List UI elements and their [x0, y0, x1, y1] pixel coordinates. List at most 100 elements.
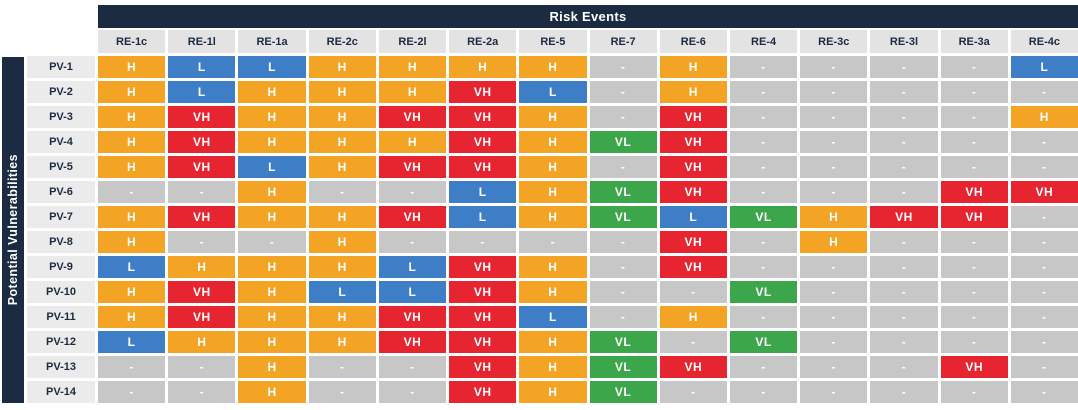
matrix-cell: H: [308, 256, 376, 278]
matrix-cell: -: [800, 106, 868, 128]
column-header-re-3l: RE-3l: [870, 30, 938, 53]
matrix-cell: H: [519, 356, 587, 378]
matrix-cell: L: [659, 206, 727, 228]
matrix-cell: -: [519, 231, 587, 253]
matrix-cell: -: [168, 231, 236, 253]
matrix-cell: H: [238, 306, 306, 328]
matrix-cell: H: [519, 256, 587, 278]
column-header-re-2l: RE-2l: [378, 30, 447, 53]
matrix-cell: -: [729, 256, 798, 278]
matrix-cell: H: [238, 256, 306, 278]
matrix-cell: L: [449, 206, 517, 228]
matrix-cell: H: [659, 306, 727, 328]
matrix-cell: -: [378, 181, 447, 203]
matrix-cell: VH: [449, 281, 517, 303]
matrix-cell: H: [378, 56, 447, 78]
matrix-cell: VL: [729, 206, 798, 228]
matrix-cell: VL: [589, 206, 657, 228]
matrix-cell: VH: [449, 156, 517, 178]
risk-heatmap-grid: RE-1c RE-1l RE-1a RE-2c RE-2l RE-2a RE-5 RE-7 RE…: [27, 30, 1078, 403]
matrix-cell: -: [589, 56, 657, 78]
matrix-cell: H: [449, 56, 517, 78]
matrix-cell: -: [1010, 156, 1078, 178]
matrix-cell: VH: [168, 281, 236, 303]
matrix-cell: H: [308, 156, 376, 178]
matrix-cell: VH: [659, 356, 727, 378]
matrix-cell: VH: [940, 356, 1008, 378]
matrix-cell: VL: [729, 281, 798, 303]
matrix-cell: VH: [659, 181, 727, 203]
matrix-cell: VH: [449, 381, 517, 403]
matrix-cell: -: [800, 81, 868, 103]
matrix-cell: L: [378, 281, 447, 303]
matrix-cell: -: [1010, 306, 1078, 328]
matrix-cell: VH: [449, 106, 517, 128]
matrix-cell: H: [378, 81, 447, 103]
matrix-cell: -: [589, 106, 657, 128]
matrix-cell: L: [238, 156, 306, 178]
matrix-cell: -: [800, 181, 868, 203]
matrix-cell: H: [308, 81, 376, 103]
matrix-cell: VH: [168, 106, 236, 128]
matrix-cell: -: [729, 56, 798, 78]
matrix-cell: H: [238, 356, 306, 378]
matrix-cell: -: [729, 356, 798, 378]
matrix-cell: -: [589, 256, 657, 278]
matrix-cell: VL: [589, 356, 657, 378]
matrix-cell: H: [308, 306, 376, 328]
column-header-re-7: RE-7: [589, 30, 657, 53]
matrix-cell: VH: [168, 306, 236, 328]
column-header-re-5: RE-5: [519, 30, 587, 53]
matrix-cell: H: [519, 156, 587, 178]
matrix-cell: VH: [1010, 181, 1078, 203]
matrix-cell: H: [98, 281, 166, 303]
matrix-cell: -: [729, 231, 798, 253]
matrix-cell: VH: [378, 206, 447, 228]
matrix-cell: -: [98, 181, 166, 203]
matrix-cell: -: [870, 281, 938, 303]
matrix-cell: VH: [659, 106, 727, 128]
column-header-re-3a: RE-3a: [940, 30, 1008, 53]
matrix-cell: VH: [659, 131, 727, 153]
matrix-cell: H: [238, 131, 306, 153]
matrix-cell: -: [659, 281, 727, 303]
matrix-cell: L: [519, 306, 587, 328]
matrix-cell: H: [308, 131, 376, 153]
column-header-re-1c: RE-1c: [98, 30, 166, 53]
column-axis-title: Risk Events: [549, 9, 627, 24]
matrix-cell: H: [519, 331, 587, 353]
matrix-cell: -: [589, 81, 657, 103]
matrix-cell: H: [98, 231, 166, 253]
matrix-cell: H: [800, 231, 868, 253]
matrix-cell: VH: [168, 206, 236, 228]
matrix-cell: VH: [378, 156, 447, 178]
matrix-cell: -: [238, 231, 306, 253]
matrix-cell: H: [98, 306, 166, 328]
matrix-cell: VH: [449, 356, 517, 378]
matrix-cell: H: [308, 56, 376, 78]
matrix-cell: -: [870, 181, 938, 203]
matrix-cell: -: [800, 381, 868, 403]
row-label-pv-1: PV-1: [27, 56, 95, 78]
matrix-cell: H: [168, 256, 236, 278]
matrix-cell: -: [729, 81, 798, 103]
matrix-cell: -: [729, 131, 798, 153]
row-label-pv-7: PV-7: [27, 206, 95, 228]
matrix-cell: -: [870, 156, 938, 178]
matrix-cell: L: [98, 256, 166, 278]
matrix-cell: -: [98, 356, 166, 378]
matrix-cell: H: [238, 106, 306, 128]
matrix-cell: -: [870, 131, 938, 153]
matrix-cell: -: [800, 356, 868, 378]
column-header-re-2a: RE-2a: [449, 30, 517, 53]
matrix-cell: -: [870, 231, 938, 253]
matrix-cell: -: [659, 331, 727, 353]
matrix-cell: VH: [449, 256, 517, 278]
matrix-cell: VH: [168, 156, 236, 178]
row-label-pv-9: PV-9: [27, 256, 95, 278]
matrix-cell: VH: [449, 306, 517, 328]
matrix-cell: H: [519, 131, 587, 153]
matrix-cell: -: [1010, 381, 1078, 403]
column-header-re-4c: RE-4c: [1010, 30, 1078, 53]
matrix-cell: -: [168, 356, 236, 378]
